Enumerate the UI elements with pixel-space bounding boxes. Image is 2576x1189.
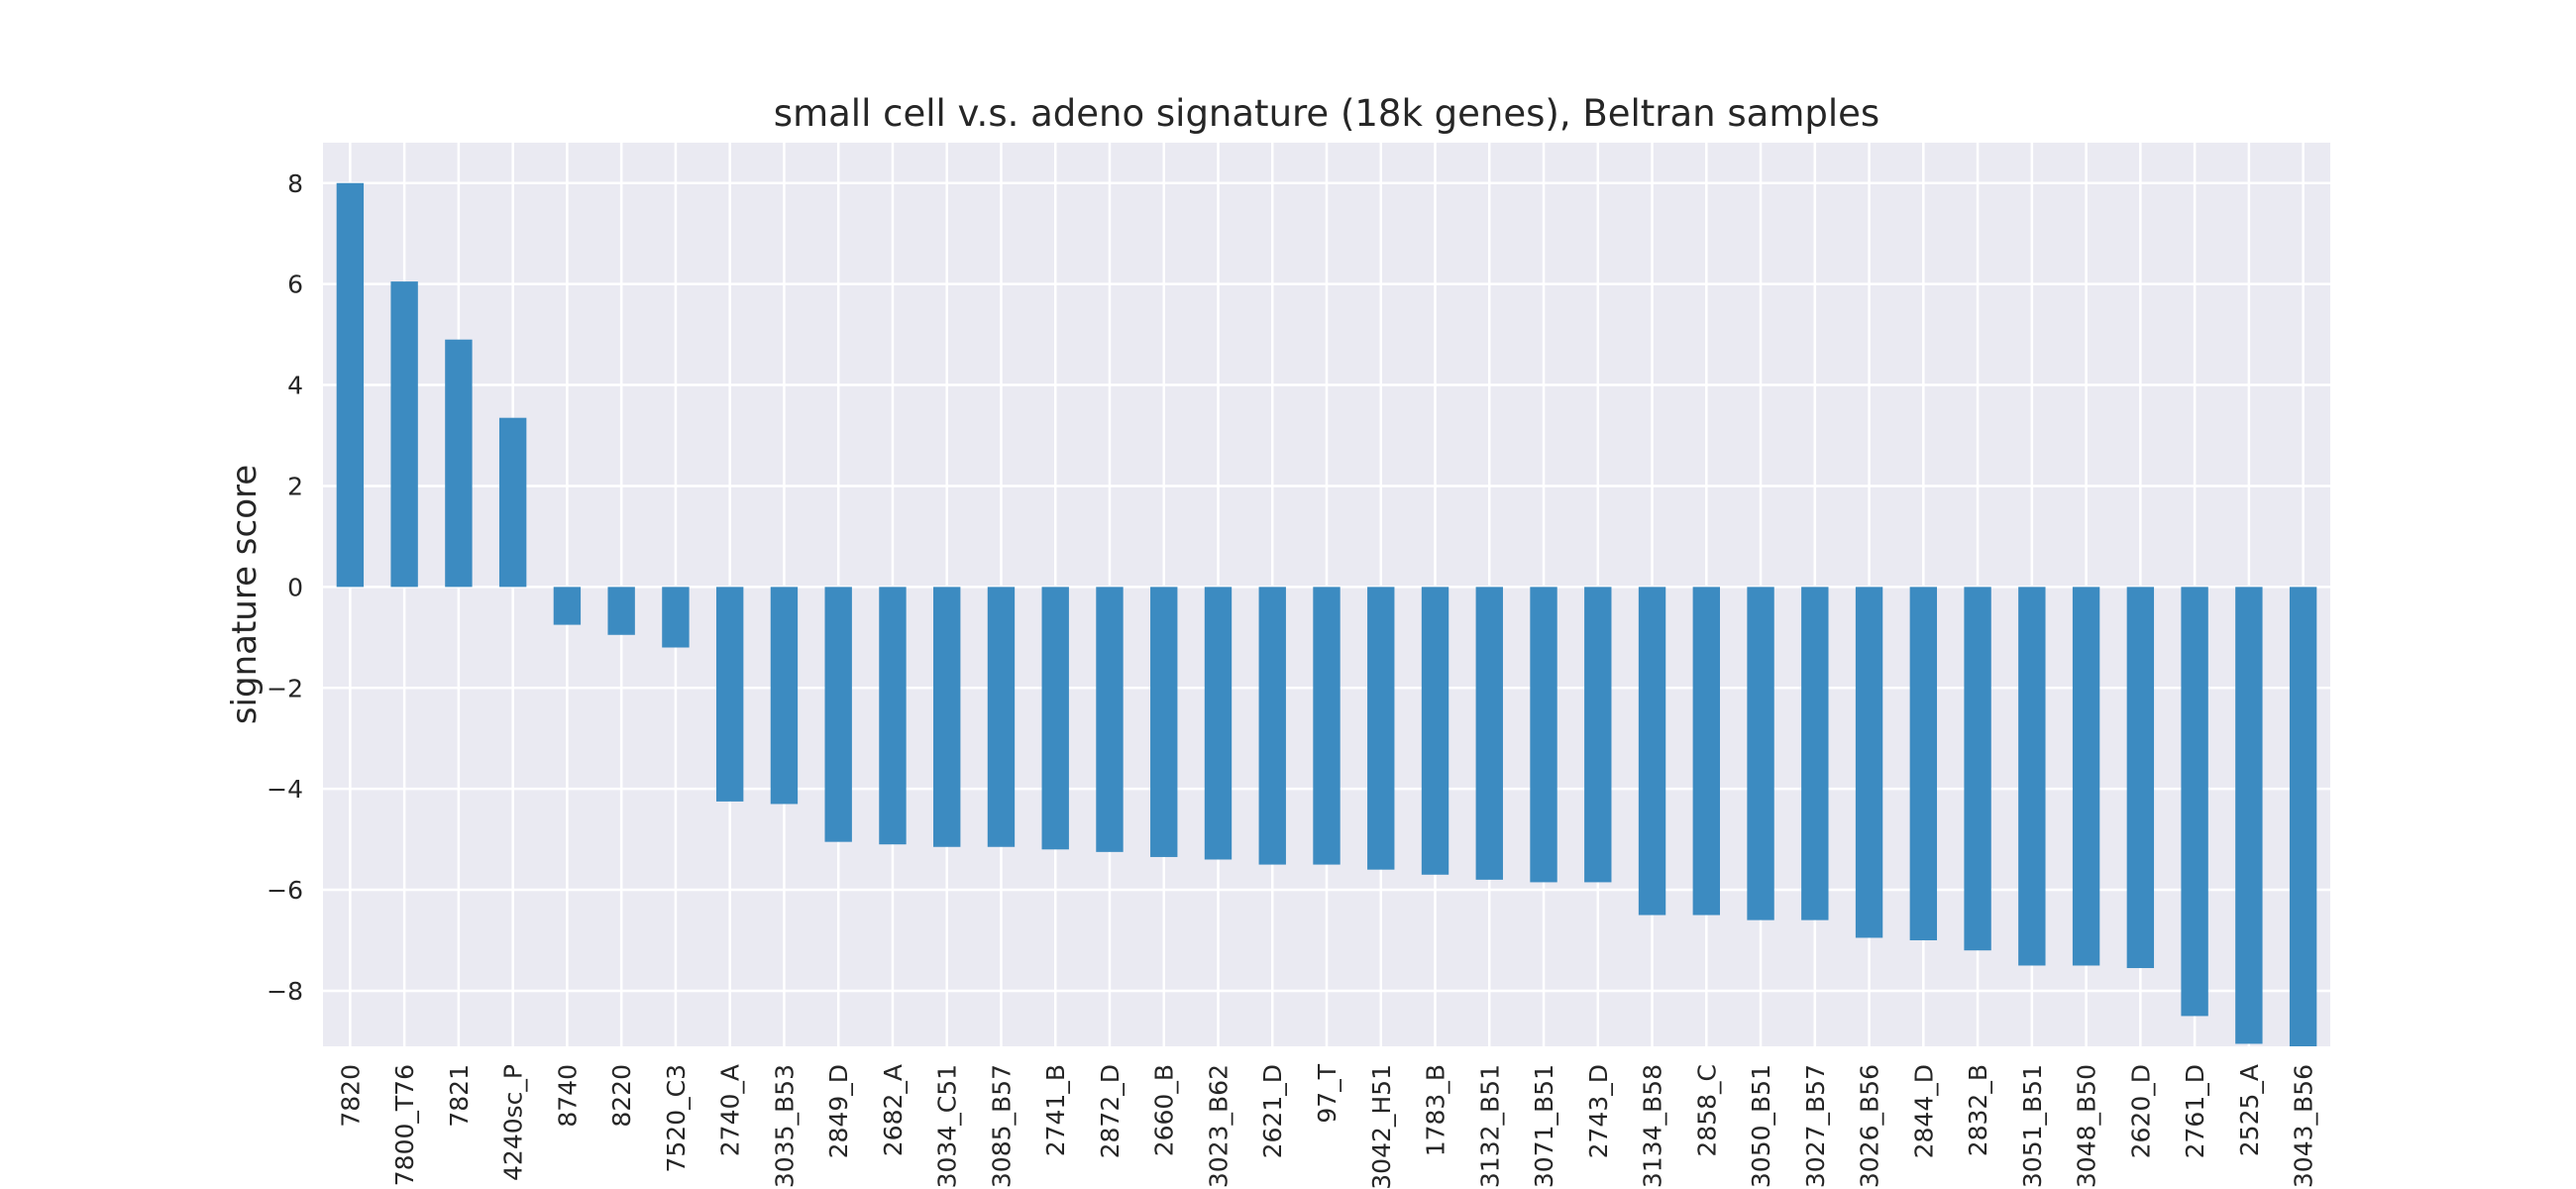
bar-2832-b xyxy=(1964,587,1991,951)
x-tick-label: 3048_B50 xyxy=(2073,1064,2101,1188)
x-tick-label: 2620_D xyxy=(2126,1064,2155,1158)
x-tick-label: 2743_D xyxy=(1584,1064,1613,1158)
bar-3035-b53 xyxy=(770,587,799,805)
x-tick-label: 97_T xyxy=(1313,1063,1342,1123)
x-tick-label: 2682_A xyxy=(879,1064,908,1156)
bar-7520-c3 xyxy=(662,587,690,648)
x-tick-label: 3043_B56 xyxy=(2290,1064,2318,1188)
bar-2682-a xyxy=(879,587,907,845)
x-tick-labels: 7820 7800_T76 7821 4240sc_P 8740 8220 7520_C3 2… xyxy=(336,1063,2317,1189)
bar-2525-a xyxy=(2235,587,2263,1044)
x-tick-label: 2660_B xyxy=(1150,1064,1179,1156)
bar-3048-b50 xyxy=(2072,587,2100,966)
bar-4240sc-p xyxy=(498,417,527,588)
bar-2620-d xyxy=(2126,587,2155,969)
x-tick-label: 7800_T76 xyxy=(390,1064,419,1186)
bar-2743-d xyxy=(1584,587,1612,883)
x-tick-label: 2849_D xyxy=(824,1064,853,1158)
bar-8740 xyxy=(553,587,582,625)
y-tick-label: 2 xyxy=(287,472,303,500)
x-tick-label: 3134_B58 xyxy=(1639,1064,1667,1188)
bar-3034-c51 xyxy=(933,587,961,847)
x-tick-label: 3034_C51 xyxy=(933,1064,962,1188)
bar-3027-b57 xyxy=(1801,587,1829,920)
bar-3132-b51 xyxy=(1475,587,1503,880)
x-tick-label: 2872_D xyxy=(1096,1064,1125,1158)
bar-2740-a xyxy=(715,587,744,802)
x-tick-label: 3026_B56 xyxy=(1856,1064,1884,1188)
bar-3023-b62 xyxy=(1204,587,1233,860)
bar-2660-b xyxy=(1150,587,1178,857)
x-tick-label: 3085_B57 xyxy=(987,1064,1016,1188)
bar-3134-b58 xyxy=(1638,587,1666,916)
y-tick-label: 0 xyxy=(287,573,303,601)
bar-8220 xyxy=(607,587,635,635)
y-tick-label: −8 xyxy=(267,977,303,1006)
x-tick-label: 3042_H51 xyxy=(1367,1064,1396,1189)
x-tick-label: 2832_B xyxy=(1964,1064,1992,1156)
bar-3085-b57 xyxy=(987,587,1016,847)
y-tick-label: 6 xyxy=(287,270,303,299)
bar-2872-d xyxy=(1096,587,1124,852)
x-tick-label: 2621_D xyxy=(1258,1064,1287,1158)
x-tick-label: 3132_B51 xyxy=(1475,1064,1504,1188)
bar-3042-h51 xyxy=(1367,587,1395,870)
x-tick-label: 3071_B51 xyxy=(1530,1064,1558,1188)
chart-title: small cell v.s. adeno signature (18k gen… xyxy=(774,92,1879,135)
y-tick-label: 8 xyxy=(287,169,303,198)
bar-2844-d xyxy=(1909,587,1938,941)
bar-1783-b xyxy=(1421,587,1449,875)
y-tick-label: −6 xyxy=(267,876,303,905)
x-tick-label: 2844_D xyxy=(1909,1064,1938,1158)
x-tick-label: 3050_B51 xyxy=(1747,1064,1775,1188)
bar-2621-d xyxy=(1258,587,1286,865)
bar-7820 xyxy=(336,182,365,588)
bar-2849-d xyxy=(824,587,852,842)
x-tick-label: 8740 xyxy=(553,1064,582,1128)
y-tick-label: 4 xyxy=(287,372,303,400)
bar-3026-b56 xyxy=(1855,587,1883,938)
bar-3071-b51 xyxy=(1530,587,1557,883)
x-tick-label: 7520_C3 xyxy=(662,1064,691,1173)
y-tick-label: −2 xyxy=(267,674,303,703)
bars xyxy=(336,182,2317,1046)
x-tick-label: 3023_B62 xyxy=(1204,1064,1233,1188)
bar-3051-b51 xyxy=(2018,587,2046,966)
x-tick-label: 3051_B51 xyxy=(2018,1064,2047,1188)
x-tick-label: 2761_D xyxy=(2181,1064,2209,1158)
y-tick-labels: 8 6 4 2 0 −2 −4 −6 −8 xyxy=(267,169,303,1006)
x-tick-label: 2741_B xyxy=(1041,1064,1070,1156)
x-tick-label: 2525_A xyxy=(2235,1064,2264,1156)
x-tick-label: 7820 xyxy=(336,1064,365,1128)
bar-2858-c xyxy=(1692,587,1720,916)
bar-2741-b xyxy=(1041,587,1069,850)
x-tick-label: 3027_B57 xyxy=(1801,1064,1830,1188)
x-tick-label: 2740_A xyxy=(716,1064,745,1156)
bar-7821 xyxy=(445,339,473,588)
y-axis-title: signature score xyxy=(225,465,265,724)
y-tick-label: −4 xyxy=(267,775,303,804)
x-tick-label: 2858_C xyxy=(1692,1064,1721,1157)
bar-3050-b51 xyxy=(1747,587,1774,920)
x-tick-label: 1783_B xyxy=(1422,1064,1450,1156)
x-tick-label: 8220 xyxy=(607,1064,636,1128)
bar-7800-t76 xyxy=(390,281,418,588)
x-tick-label: 3035_B53 xyxy=(770,1064,799,1188)
bar-2761-d xyxy=(2181,587,2208,1017)
x-tick-label: 7821 xyxy=(445,1064,474,1128)
x-tick-label: 4240sc_P xyxy=(499,1064,528,1181)
bar-3043-b56 xyxy=(2289,587,2317,1046)
bar-97-t xyxy=(1313,587,1341,865)
